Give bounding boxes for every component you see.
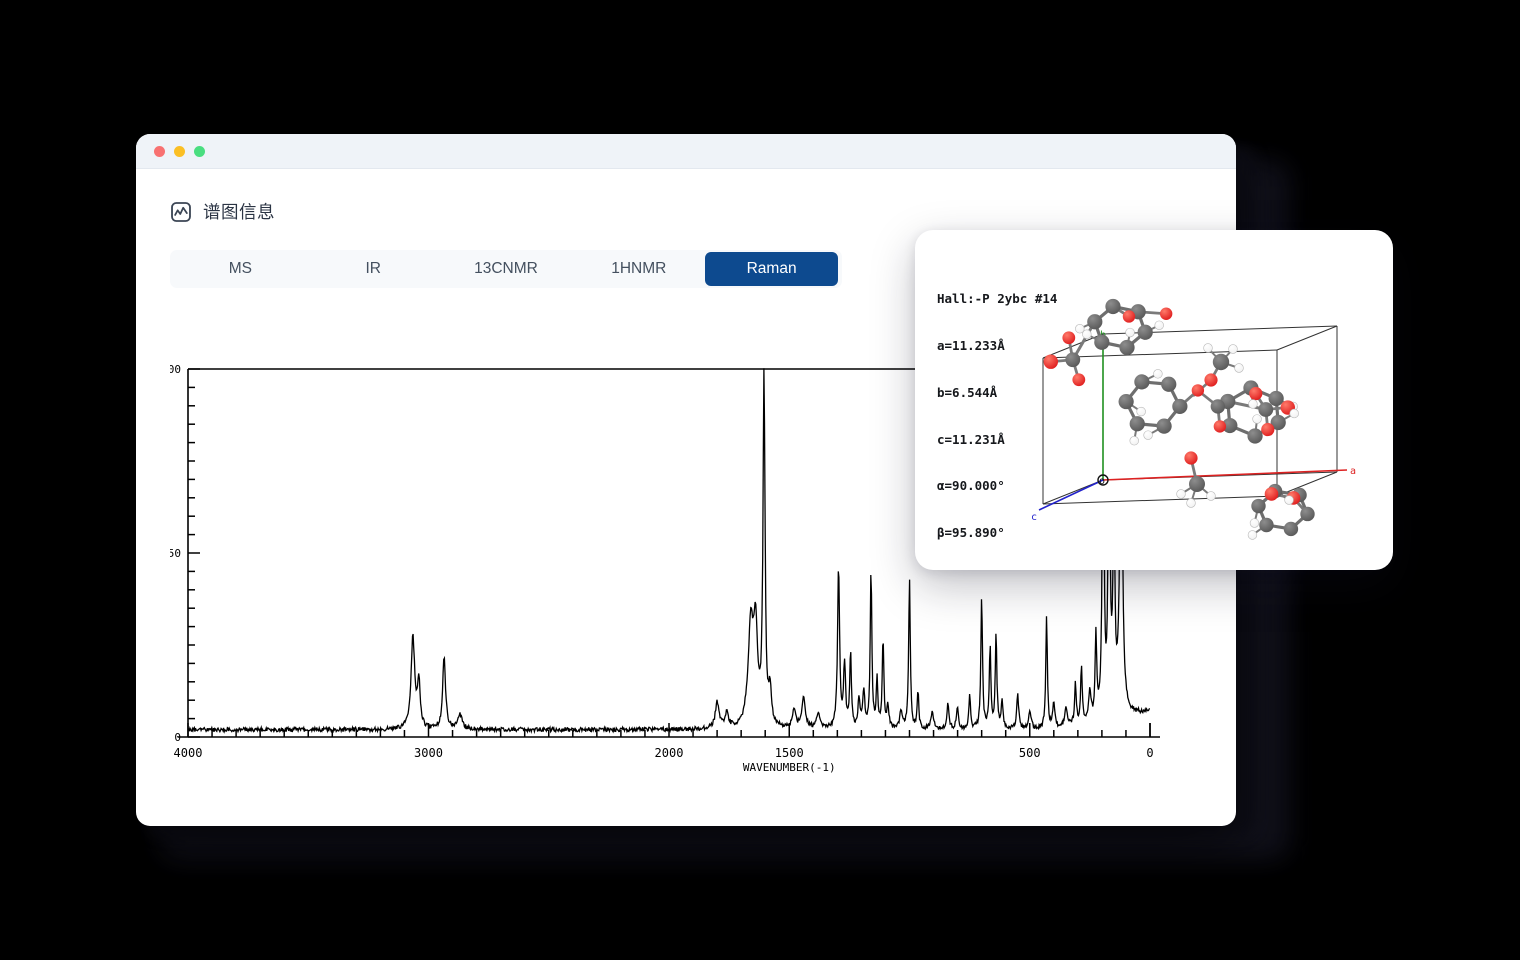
carbon-atom: [1172, 398, 1188, 415]
carbon-atom: [1283, 521, 1299, 537]
carbon-atom: [1222, 417, 1238, 434]
carbon-atom: [1268, 390, 1284, 407]
tab-13cnmr[interactable]: 13CNMR: [474, 260, 538, 277]
minimize-button[interactable]: [174, 145, 185, 157]
axis-label-a: a: [1350, 466, 1356, 477]
tab-1hnmr[interactable]: 1HNMR: [611, 260, 667, 277]
carbon-atom: [1156, 418, 1172, 434]
hydrogen-atom: [1176, 489, 1186, 499]
svg-text:WAVENUMBER(-1): WAVENUMBER(-1): [743, 761, 836, 774]
svg-text:4000: 4000: [174, 746, 203, 760]
hydrogen-atom: [1247, 530, 1258, 540]
hall-symbol: Hall:-P 2ybc #14: [937, 291, 1058, 307]
unit-cell-parameters: Hall:-P 2ybc #14 a=11.233Å b=6.544Å c=11…: [937, 260, 1057, 570]
tab-raman[interactable]: Raman: [705, 252, 838, 286]
carbon-atom: [1129, 416, 1145, 432]
carbon-atom: [1259, 517, 1274, 533]
svg-text:50: 50: [170, 547, 181, 560]
maximize-button[interactable]: [194, 145, 205, 157]
oxygen-atom: [1072, 373, 1086, 387]
hydrogen-atom: [1136, 406, 1146, 417]
cell-param-alpha: α=90.000°: [937, 478, 1005, 494]
hydrogen-atom: [1203, 343, 1213, 353]
hydrogen-atom: [1125, 327, 1135, 338]
oxygen-atom: [1261, 422, 1275, 437]
hydrogen-atom: [1248, 399, 1258, 409]
axis-label-origin: o: [1099, 476, 1105, 487]
window-titlebar: [136, 134, 1236, 169]
cell-param-beta: β=95.890°: [937, 525, 1005, 541]
close-button[interactable]: [154, 145, 165, 157]
svg-text:500: 500: [1019, 746, 1041, 760]
hydrogen-atom: [1082, 329, 1092, 339]
crystal-structure-card[interactable]: Hall:-P 2ybc #14 a=11.233Å b=6.544Å c=11…: [915, 230, 1393, 570]
carbon-atom: [1251, 498, 1266, 514]
svg-text:0: 0: [174, 731, 181, 744]
hydrogen-atom: [1228, 344, 1238, 354]
oxygen-atom: [1159, 307, 1173, 320]
oxygen-atom: [1213, 420, 1227, 433]
spectrum-trace: [188, 355, 1150, 735]
tab-ms[interactable]: MS: [228, 260, 253, 277]
hydrogen-atom: [1153, 369, 1163, 379]
hydrogen-atom: [1284, 495, 1294, 505]
hydrogen-atom: [1289, 408, 1299, 419]
carbon-atom: [1119, 339, 1135, 356]
oxygen-atom: [1264, 487, 1279, 501]
cell-param-b: b=6.544Å: [937, 384, 998, 400]
window-content: 谱图信息 MS IR 13CNMR 1HNMR Raman 0 50 100 4000…: [136, 169, 1236, 826]
page-title: 谱图信息: [203, 203, 275, 223]
carbon-atom: [1189, 476, 1205, 492]
hydrogen-atom: [1129, 436, 1139, 446]
svg-text:1500: 1500: [775, 746, 804, 760]
carbon-atom: [1258, 402, 1274, 417]
carbon-atom: [1118, 393, 1134, 410]
carbon-atom: [1094, 334, 1110, 350]
spectrum-chart-icon: [171, 201, 191, 222]
crystal-unit-cell-render[interactable]: abco: [1025, 272, 1375, 552]
hydrogen-atom: [1075, 324, 1085, 334]
carbon-atom: [1161, 376, 1177, 392]
carbon-atom: [1134, 374, 1150, 390]
hydrogen-atom: [1249, 518, 1260, 528]
carbon-atom: [1137, 324, 1153, 340]
carbon-atom: [1210, 399, 1226, 414]
oxygen-atom: [1043, 354, 1059, 369]
oxygen-atom: [1062, 331, 1076, 345]
carbon-atom: [1065, 352, 1081, 368]
carbon-atom: [1105, 298, 1121, 315]
hydrogen-atom: [1252, 414, 1262, 424]
carbon-atom: [1087, 314, 1103, 330]
svg-text:3000: 3000: [414, 746, 443, 760]
section-header: 谱图信息: [170, 199, 1202, 224]
oxygen-atom: [1122, 310, 1136, 323]
svg-text:100: 100: [170, 363, 181, 376]
carbon-atom: [1270, 414, 1286, 431]
carbon-atom: [1300, 506, 1315, 522]
oxygen-atom: [1184, 451, 1198, 465]
carbon-atom: [1212, 353, 1230, 371]
hydrogen-atom: [1186, 498, 1196, 508]
hydrogen-atom: [1234, 363, 1244, 373]
hydrogen-atom: [1143, 430, 1153, 440]
cell-param-a: a=11.233Å: [937, 337, 1005, 353]
oxygen-atom: [1249, 386, 1263, 401]
hydrogen-atom: [1154, 320, 1164, 330]
oxygen-atom: [1204, 373, 1218, 387]
carbon-atom: [1247, 428, 1263, 444]
cell-param-c: c=11.231Å: [937, 431, 1005, 447]
spectrum-tabbar: MS IR 13CNMR 1HNMR Raman: [170, 250, 842, 288]
svg-text:2000: 2000: [655, 746, 684, 760]
axis-label-c: c: [1031, 512, 1037, 523]
svg-text:0: 0: [1146, 746, 1153, 760]
tab-ir[interactable]: IR: [365, 260, 381, 277]
oxygen-atom: [1191, 384, 1205, 397]
hydrogen-atom: [1206, 491, 1216, 501]
